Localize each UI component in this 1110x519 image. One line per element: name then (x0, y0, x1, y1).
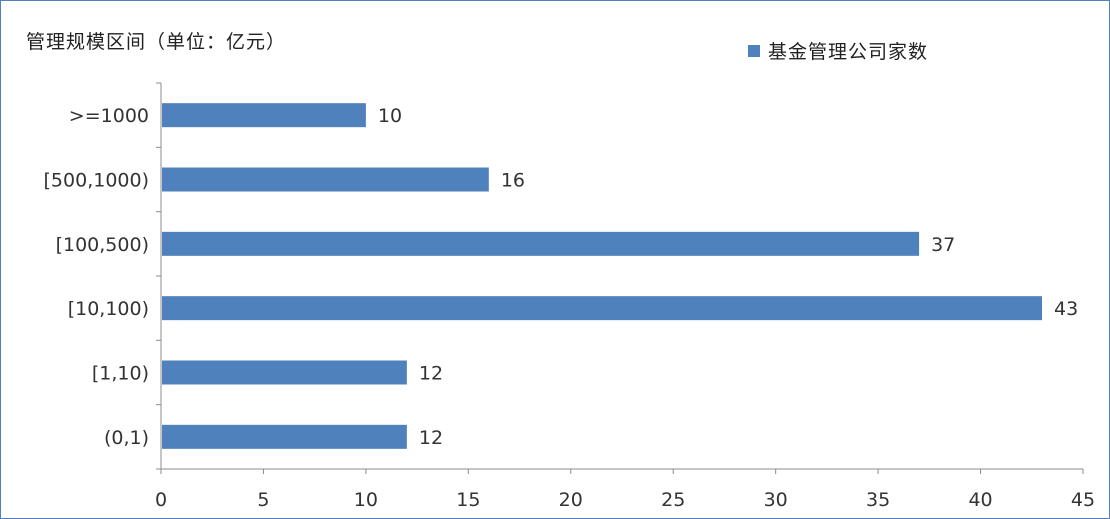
bar (162, 424, 407, 449)
bar-value-label: 10 (378, 105, 402, 127)
y-axis-title: 管理规模区间（单位：亿元） (26, 31, 287, 53)
x-tick-label: 30 (764, 489, 788, 511)
bar (162, 231, 920, 256)
x-tick-label: 20 (559, 489, 583, 511)
bar (162, 167, 489, 192)
y-category-label: (0,1) (104, 427, 149, 449)
bar (162, 360, 407, 385)
bar-value-label: 37 (931, 234, 955, 256)
y-category-label: [10,100) (68, 298, 149, 320)
y-category-label: [500,1000) (44, 170, 149, 192)
x-tick-label: 45 (1071, 489, 1095, 511)
bar-value-label: 12 (419, 363, 443, 385)
x-tick-label: 0 (155, 489, 167, 511)
x-tick-label: 35 (866, 489, 890, 511)
bar-value-label: 43 (1054, 298, 1078, 320)
bar (162, 296, 1043, 321)
bar-value-label: 12 (419, 427, 443, 449)
x-tick-label: 40 (968, 489, 992, 511)
x-tick-label: 15 (456, 489, 480, 511)
legend-label: 基金管理公司家数 (768, 41, 929, 63)
legend: 基金管理公司家数 (748, 37, 928, 64)
y-category-label: [1,10) (92, 363, 149, 385)
legend-swatch (748, 44, 760, 57)
bar-value-label: 16 (501, 170, 525, 192)
y-category-label: [100,500) (56, 234, 149, 256)
x-tick-label: 25 (661, 489, 685, 511)
y-category-label: >=1000 (69, 105, 149, 127)
x-tick-label: 5 (257, 489, 269, 511)
x-tick-label: 10 (354, 489, 378, 511)
bar (162, 103, 366, 128)
